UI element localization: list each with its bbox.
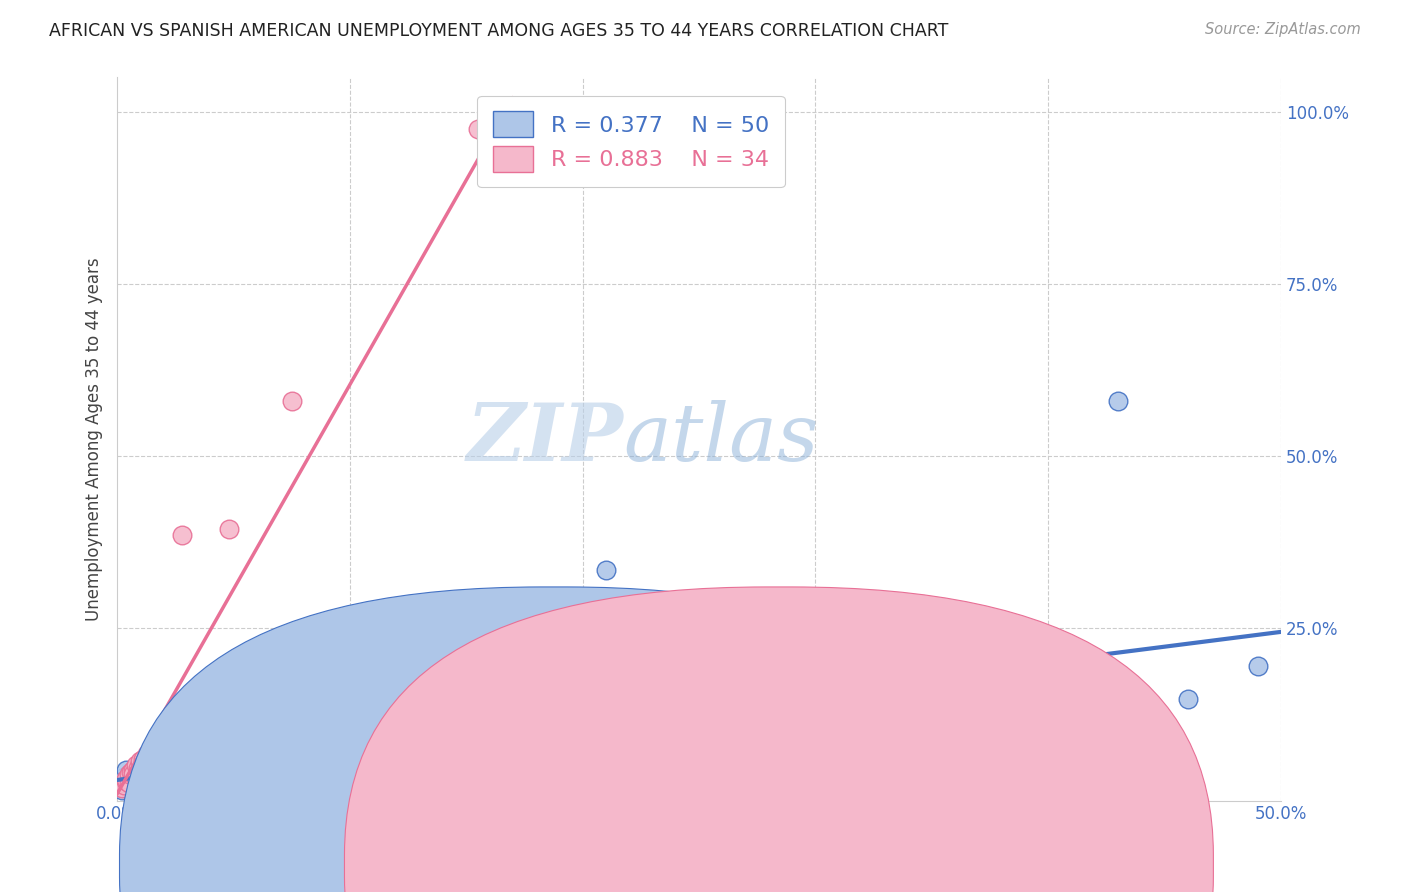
Point	[118, 780, 141, 794]
Point	[141, 748, 163, 763]
Point	[125, 770, 148, 784]
Point	[112, 776, 135, 790]
Point	[136, 747, 159, 761]
Point	[257, 683, 280, 698]
Point	[122, 772, 145, 787]
Point	[152, 731, 174, 746]
Text: Source: ZipAtlas.com: Source: ZipAtlas.com	[1205, 22, 1361, 37]
Point	[257, 666, 280, 681]
Legend: R = 0.377    N = 50, R = 0.883    N = 34: R = 0.377 N = 50, R = 0.883 N = 34	[478, 95, 785, 187]
Point	[218, 687, 240, 701]
Point	[108, 780, 131, 794]
Point	[120, 776, 142, 790]
Point	[134, 756, 156, 770]
Point	[129, 764, 152, 779]
Point	[148, 735, 170, 749]
Point	[115, 774, 138, 789]
Point	[281, 394, 304, 409]
Point	[127, 760, 149, 774]
Point	[136, 756, 159, 770]
Point	[115, 763, 138, 777]
Point	[172, 714, 194, 729]
Text: Africans: Africans	[576, 858, 643, 876]
Point	[194, 691, 217, 706]
Point	[897, 691, 920, 706]
Point	[218, 522, 240, 536]
Point	[204, 680, 226, 694]
Point	[1247, 659, 1270, 673]
Text: AFRICAN VS SPANISH AMERICAN UNEMPLOYMENT AMONG AGES 35 TO 44 YEARS CORRELATION C: AFRICAN VS SPANISH AMERICAN UNEMPLOYMENT…	[49, 22, 949, 40]
Point	[112, 776, 135, 790]
Point	[118, 772, 141, 787]
Point	[409, 680, 432, 694]
Point	[122, 766, 145, 780]
Point	[112, 770, 135, 784]
Point	[180, 707, 202, 722]
Text: Spanish Americans: Spanish Americans	[801, 858, 960, 876]
Point	[233, 670, 256, 684]
Text: ZIP: ZIP	[467, 401, 623, 478]
Point	[374, 666, 396, 681]
Point	[132, 759, 155, 773]
Point	[143, 742, 166, 756]
Point	[165, 728, 187, 742]
Point	[537, 666, 560, 681]
Point	[467, 122, 489, 136]
Point	[233, 687, 256, 701]
Point	[112, 779, 135, 793]
Point	[132, 752, 155, 766]
Point	[143, 742, 166, 756]
Point	[595, 563, 617, 577]
Point	[711, 680, 734, 694]
Point	[1095, 704, 1118, 718]
Point	[141, 744, 163, 758]
Point	[1107, 394, 1129, 409]
Point	[122, 767, 145, 781]
Point	[125, 757, 148, 772]
Text: atlas: atlas	[623, 401, 818, 478]
Point	[281, 680, 304, 694]
Point	[157, 728, 180, 742]
Point	[311, 687, 333, 701]
Point	[769, 685, 792, 699]
Point	[115, 772, 138, 786]
Point	[165, 707, 187, 722]
Point	[111, 783, 134, 797]
Point	[450, 663, 472, 677]
Point	[118, 767, 141, 781]
Point	[180, 704, 202, 718]
Point	[115, 781, 138, 796]
Point	[339, 685, 361, 699]
Point	[152, 731, 174, 746]
Point	[194, 690, 217, 705]
Point	[311, 676, 333, 690]
Point	[111, 781, 134, 796]
Point	[118, 776, 141, 790]
Point	[339, 680, 361, 694]
Point	[828, 673, 851, 687]
Point	[652, 683, 675, 698]
Point	[1177, 691, 1199, 706]
Y-axis label: Unemployment Among Ages 35 to 44 years: Unemployment Among Ages 35 to 44 years	[86, 257, 103, 621]
Point	[956, 687, 979, 701]
Point	[157, 735, 180, 749]
Point	[120, 764, 142, 779]
Point	[172, 528, 194, 542]
Point	[122, 763, 145, 777]
Point	[1025, 694, 1047, 708]
Point	[134, 760, 156, 774]
Point	[148, 739, 170, 753]
Point	[127, 767, 149, 781]
Point	[108, 780, 131, 794]
Point	[204, 694, 226, 708]
Point	[489, 673, 512, 687]
Point	[129, 754, 152, 768]
